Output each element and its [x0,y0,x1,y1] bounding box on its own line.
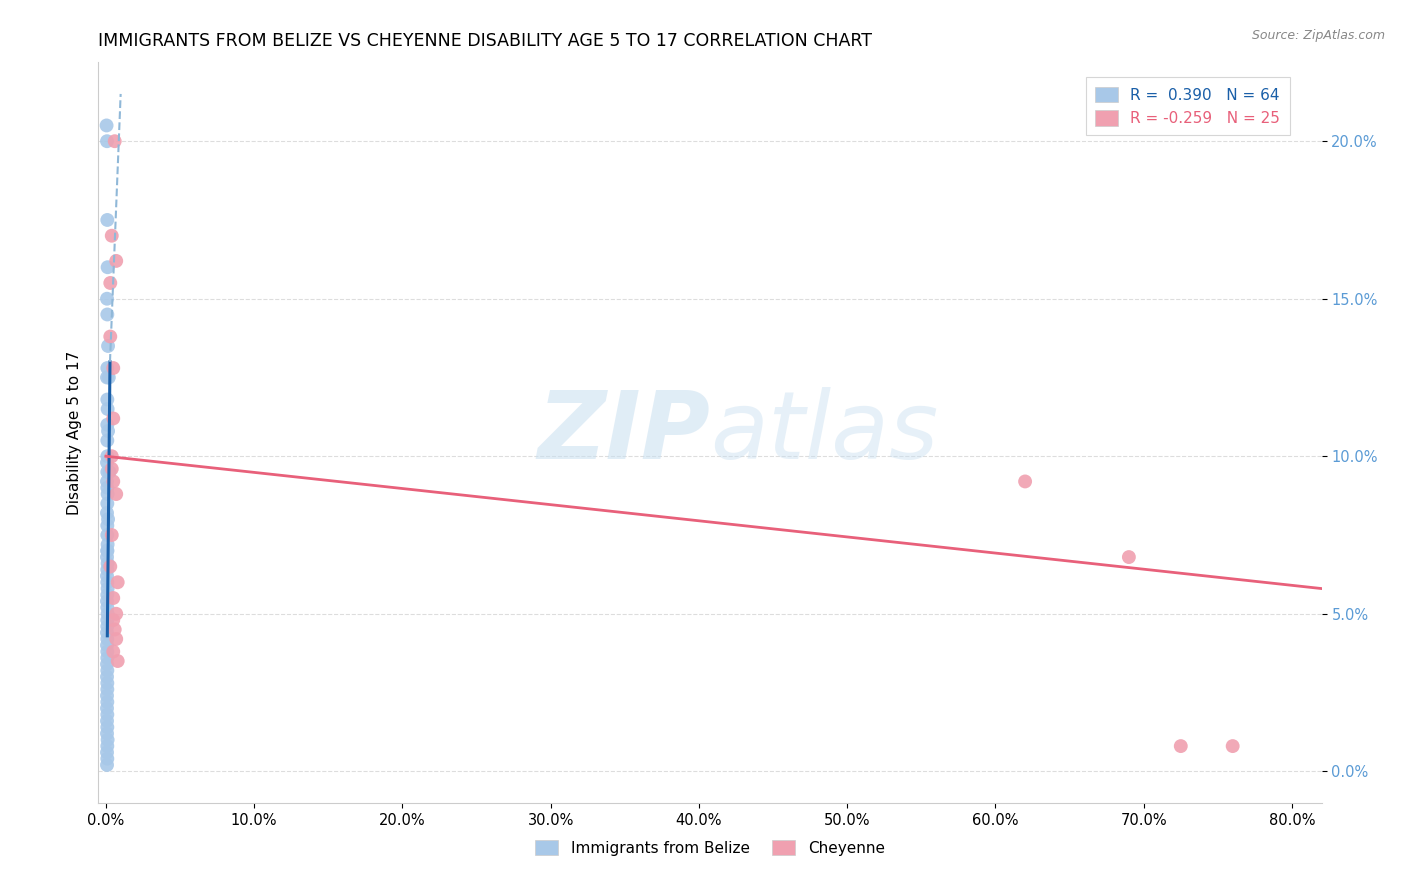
Point [96,543,118,558]
Point [96,619,118,633]
Point [105,487,128,501]
Point [96,644,118,658]
Point [96,308,118,322]
Point [103,613,125,627]
Point [103,475,125,489]
Point [96,481,118,495]
Point [97,424,120,438]
Text: Source: ZipAtlas.com: Source: ZipAtlas.com [1251,29,1385,42]
Point [96,745,118,759]
Point [96,392,118,407]
Point [100,228,122,243]
Point [96,569,118,583]
Point [96,361,118,376]
Point [96,550,118,565]
Point [96,588,118,602]
Point [96,119,118,133]
Point [96,370,118,384]
Point [96,575,118,590]
Point [96,695,118,709]
Point [96,638,118,652]
Point [107,654,129,668]
Point [98,465,121,479]
Point [98,559,121,574]
Point [96,664,118,678]
Point [105,254,128,268]
Point [96,739,118,753]
Point [96,682,118,697]
Point [96,506,118,520]
Point [104,134,127,148]
Point [96,758,118,772]
Point [96,543,118,558]
Point [96,752,118,766]
Point [97,512,120,526]
Point [107,575,129,590]
Point [103,411,125,425]
Point [1118,550,1140,565]
Point [96,292,118,306]
Y-axis label: Disability Age 5 to 17: Disability Age 5 to 17 [66,351,82,515]
Point [97,607,120,621]
Point [96,726,118,740]
Point [98,276,121,290]
Point [96,434,118,448]
Point [1170,739,1192,753]
Point [98,329,121,343]
Point [96,475,118,489]
Point [104,623,127,637]
Point [97,402,120,417]
Point [96,496,118,510]
Point [96,651,118,665]
Text: ZIP: ZIP [537,386,710,479]
Point [96,134,118,148]
Point [96,449,118,463]
Point [105,632,128,646]
Point [96,676,118,690]
Point [96,528,118,542]
Point [96,213,118,227]
Point [1222,739,1244,753]
Point [96,670,118,684]
Point [96,518,118,533]
Point [100,528,122,542]
Point [97,537,120,551]
Point [96,707,118,722]
Point [1014,475,1036,489]
Point [96,456,118,470]
Point [97,582,120,596]
Legend: Immigrants from Belize, Cheyenne: Immigrants from Belize, Cheyenne [529,834,891,862]
Text: IMMIGRANTS FROM BELIZE VS CHEYENNE DISABILITY AGE 5 TO 17 CORRELATION CHART: IMMIGRANTS FROM BELIZE VS CHEYENNE DISAB… [98,32,872,50]
Point [97,260,120,275]
Point [96,465,118,479]
Point [96,417,118,432]
Text: atlas: atlas [710,387,938,478]
Point [96,689,118,703]
Point [97,339,120,353]
Point [96,657,118,672]
Point [103,361,125,376]
Point [96,625,118,640]
Point [97,557,120,571]
Point [96,563,118,577]
Point [103,591,125,605]
Point [96,632,118,646]
Point [100,449,122,463]
Point [105,607,128,621]
Point [96,613,118,627]
Point [96,720,118,734]
Point [103,644,125,658]
Point [97,487,120,501]
Point [97,370,120,384]
Point [97,732,120,747]
Point [96,701,118,715]
Point [100,462,122,476]
Point [96,714,118,728]
Point [96,600,118,615]
Point [96,594,118,608]
